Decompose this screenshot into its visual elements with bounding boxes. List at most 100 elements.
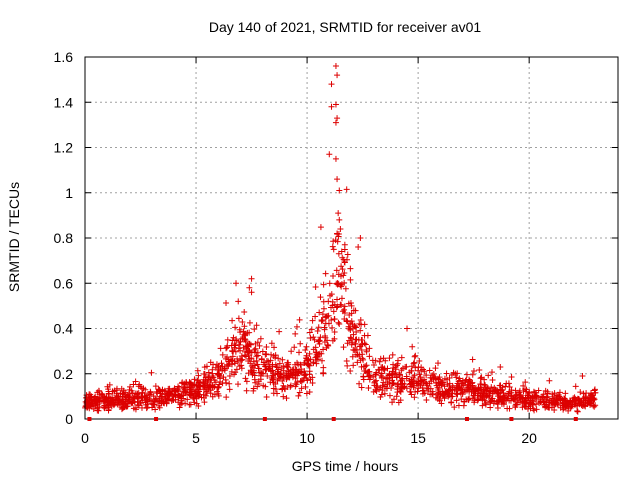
data-point [176, 404, 183, 411]
data-point [264, 373, 271, 380]
data-point [380, 379, 387, 386]
data-point [317, 334, 324, 341]
data-point [315, 338, 322, 345]
data-point [248, 349, 255, 356]
data-point [241, 308, 248, 315]
data-point [162, 388, 169, 395]
data-point [119, 393, 126, 400]
data-point [481, 381, 488, 388]
data-point [272, 386, 279, 393]
data-point [512, 404, 519, 411]
data-point [306, 329, 313, 336]
data-point [331, 329, 338, 336]
data-point [315, 324, 322, 331]
data-point [359, 351, 366, 358]
data-point [241, 323, 248, 330]
axis-ticks: 0 5 10 15 20 0 0.2 0.4 0.6 0.8 1 1.2 1.4 1.6 [54, 49, 618, 446]
data-point [328, 316, 335, 323]
data-point [308, 326, 315, 333]
data-point [588, 397, 595, 404]
data-point [551, 394, 558, 401]
data-point [451, 386, 458, 393]
data-point [434, 391, 441, 398]
gap-marker [87, 417, 92, 421]
data-point [398, 354, 405, 361]
y-tick-label: 1.4 [54, 94, 74, 110]
data-point [478, 381, 485, 388]
data-point [217, 345, 224, 352]
data-point [341, 279, 348, 286]
data-point [104, 398, 111, 405]
data-point [352, 341, 359, 347]
data-point [508, 374, 515, 381]
data-point [358, 384, 365, 391]
data-point [268, 340, 275, 347]
data-point [319, 311, 326, 318]
data-point [470, 392, 477, 399]
data-point [438, 400, 445, 407]
data-point [200, 378, 207, 385]
data-point [574, 408, 581, 415]
data-point [252, 340, 259, 347]
data-point [361, 340, 368, 347]
data-point [401, 383, 408, 390]
data-point [148, 369, 155, 376]
data-point [122, 394, 129, 401]
data-point [177, 401, 184, 408]
data-point [338, 302, 345, 309]
data-point [476, 366, 483, 373]
data-point [284, 383, 291, 390]
data-point [489, 377, 496, 384]
data-point [279, 377, 286, 384]
data-point [196, 379, 203, 386]
y-tick-label: 0.4 [54, 321, 74, 337]
data-point [519, 395, 526, 402]
data-point [296, 316, 303, 323]
data-point [239, 318, 246, 325]
data-point [269, 376, 276, 383]
data-point [494, 389, 501, 396]
data-point [295, 392, 302, 399]
data-point [389, 351, 396, 358]
data-point [533, 406, 540, 413]
data-point [251, 326, 258, 333]
data-point [186, 392, 193, 399]
data-point [135, 383, 142, 390]
data-point [306, 350, 313, 357]
data-point [350, 362, 357, 369]
data-point [349, 353, 356, 360]
data-point [453, 374, 460, 381]
data-point [581, 393, 588, 400]
data-point [232, 348, 239, 355]
data-point [535, 387, 542, 394]
data-point [540, 391, 547, 398]
data-point [363, 348, 370, 355]
data-point [533, 393, 540, 400]
data-point [466, 388, 473, 395]
data-point [147, 388, 154, 395]
data-point [433, 382, 440, 389]
data-point [489, 369, 496, 376]
data-point [314, 327, 321, 334]
data-point [250, 385, 257, 392]
data-point [519, 404, 526, 411]
data-point [386, 392, 393, 399]
data-point [320, 281, 327, 288]
data-point [390, 396, 397, 403]
data-point [225, 363, 232, 370]
data-point [370, 361, 377, 368]
data-point [572, 397, 579, 404]
data-point [397, 388, 404, 395]
data-point [386, 355, 393, 362]
data-point [297, 377, 304, 384]
data-point [284, 373, 291, 380]
y-tick-label: 1.2 [54, 140, 74, 156]
data-point [335, 271, 342, 278]
data-point [297, 361, 304, 368]
data-point [263, 351, 270, 358]
data-point [330, 238, 337, 245]
data-point [358, 363, 365, 370]
data-point [497, 363, 504, 370]
data-point [341, 259, 348, 266]
data-point [263, 343, 270, 350]
